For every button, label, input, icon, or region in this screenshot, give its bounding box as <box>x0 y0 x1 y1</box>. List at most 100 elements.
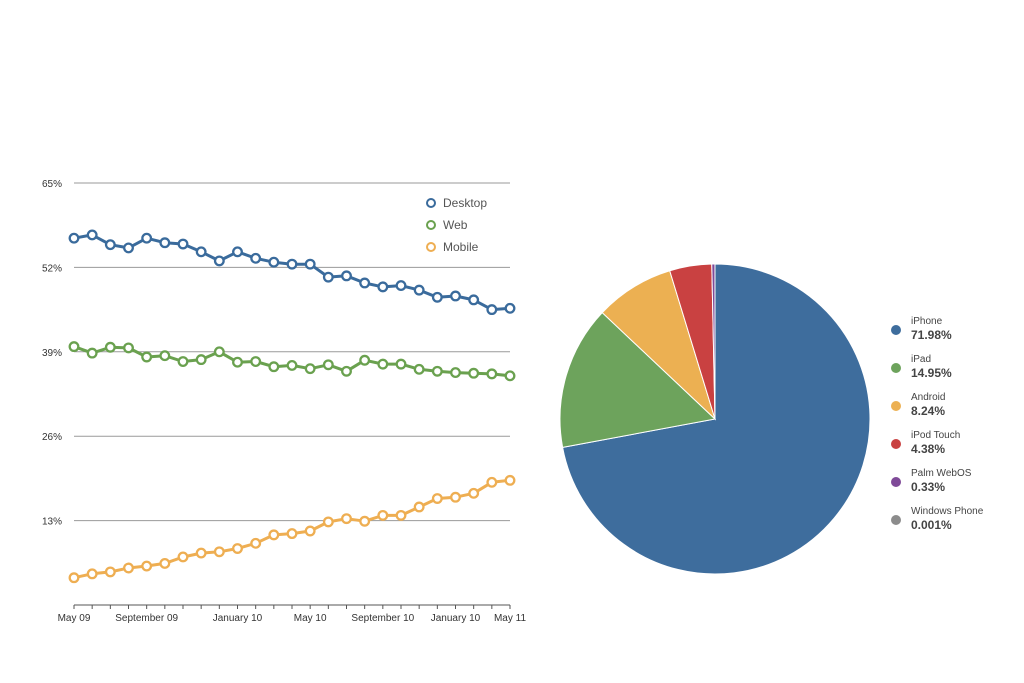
data-point-web <box>123 342 134 354</box>
data-point-mobile <box>377 509 389 521</box>
legend-percent: 8.24% <box>911 404 945 418</box>
line-chart: 65% 52% 39% 26% 13% May 09 September 09 January… <box>42 179 526 624</box>
legend-marker-desktop <box>426 198 436 208</box>
data-point-desktop <box>431 291 443 303</box>
data-point-desktop <box>250 252 262 264</box>
data-point-desktop <box>504 302 516 314</box>
data-point-desktop <box>322 271 334 283</box>
data-point-mobile <box>250 537 262 549</box>
data-point-web <box>177 356 189 367</box>
data-point-web <box>377 358 389 370</box>
legend-marker-mobile <box>426 242 436 252</box>
legend-label: Desktop <box>443 196 487 210</box>
legend-percent: 0.001% <box>911 518 952 532</box>
data-point-desktop <box>159 237 171 249</box>
legend-name: Windows Phone <box>911 506 984 517</box>
data-point-desktop <box>286 258 298 270</box>
data-point-mobile <box>286 528 298 540</box>
data-point-desktop <box>123 242 134 254</box>
legend-percent: 71.98% <box>911 328 952 342</box>
x-tick-label: May 09 <box>58 613 91 624</box>
data-point-mobile <box>322 516 334 528</box>
data-point-web <box>486 368 498 380</box>
data-point-web <box>468 367 480 379</box>
legend-percent: 14.95% <box>911 366 952 380</box>
data-point-desktop <box>413 284 425 296</box>
legend-name: Android <box>911 392 945 403</box>
data-point-mobile <box>123 562 134 574</box>
data-point-mobile <box>431 493 443 504</box>
data-point-desktop <box>213 255 225 267</box>
data-point-desktop <box>450 290 461 302</box>
data-point-web <box>232 356 243 368</box>
data-point-desktop <box>395 280 407 292</box>
data-point-desktop <box>177 238 189 250</box>
legend-name: iPhone <box>911 316 943 327</box>
pie-slice-iphone <box>562 263 871 575</box>
data-point-web <box>304 363 316 375</box>
data-point-web <box>195 354 207 366</box>
legend-percent: 4.38% <box>911 442 945 456</box>
data-point-mobile <box>232 543 243 554</box>
data-point-mobile <box>141 560 153 572</box>
legend-percent: 0.33% <box>911 480 945 494</box>
data-point-desktop <box>104 239 116 251</box>
y-tick-label: 26% <box>42 432 62 443</box>
data-point-web <box>413 363 425 375</box>
legend-name: iPod Touch <box>911 430 960 441</box>
data-point-desktop <box>232 246 243 258</box>
data-point-desktop <box>359 277 371 289</box>
data-point-web <box>68 341 80 353</box>
x-tick-label: September 09 <box>115 613 178 624</box>
y-tick-label: 52% <box>42 263 62 274</box>
legend-name: iPad <box>911 354 931 365</box>
data-point-mobile <box>468 487 480 499</box>
legend-marker-web <box>426 220 436 230</box>
data-point-mobile <box>341 513 352 525</box>
data-point-web <box>104 341 116 353</box>
data-point-desktop <box>304 258 316 270</box>
data-point-desktop <box>195 246 207 258</box>
data-point-web <box>322 359 334 371</box>
data-point-web <box>268 361 280 373</box>
data-point-mobile <box>195 547 207 559</box>
data-point-mobile <box>86 568 98 580</box>
data-point-desktop <box>141 232 153 244</box>
x-tick-label: January 10 <box>431 613 481 624</box>
data-point-desktop <box>86 229 98 241</box>
legend-swatch-android <box>891 401 901 411</box>
data-point-mobile <box>177 551 189 563</box>
data-point-web <box>159 350 171 362</box>
y-tick-label: 39% <box>42 348 62 359</box>
data-point-mobile <box>104 566 116 578</box>
data-point-mobile <box>159 557 171 569</box>
x-tick-label: September 10 <box>351 613 414 624</box>
data-point-mobile <box>486 476 498 488</box>
legend-swatch-ipod-touch <box>891 439 901 449</box>
data-point-web <box>359 354 371 366</box>
data-point-desktop <box>377 281 389 293</box>
data-point-mobile <box>213 546 225 558</box>
legend-swatch-palm-webos <box>891 477 901 487</box>
data-point-desktop <box>341 270 352 282</box>
data-point-mobile <box>395 509 407 521</box>
data-point-mobile <box>504 474 516 486</box>
legend-swatch-ipad <box>891 363 901 373</box>
data-point-web <box>450 367 461 379</box>
data-point-web <box>250 356 262 367</box>
data-point-mobile <box>304 525 316 537</box>
legend-label: Mobile <box>443 240 479 254</box>
data-point-web <box>286 359 298 371</box>
y-tick-label: 13% <box>42 517 62 528</box>
data-point-mobile <box>68 572 80 584</box>
data-point-mobile <box>413 501 425 513</box>
data-point-desktop <box>486 304 498 316</box>
data-point-web <box>395 358 407 370</box>
data-point-web <box>86 347 98 359</box>
data-point-mobile <box>450 491 461 503</box>
legend-swatch-iphone <box>891 325 901 335</box>
x-tick-label: May 10 <box>294 613 327 624</box>
data-point-web <box>141 351 153 363</box>
